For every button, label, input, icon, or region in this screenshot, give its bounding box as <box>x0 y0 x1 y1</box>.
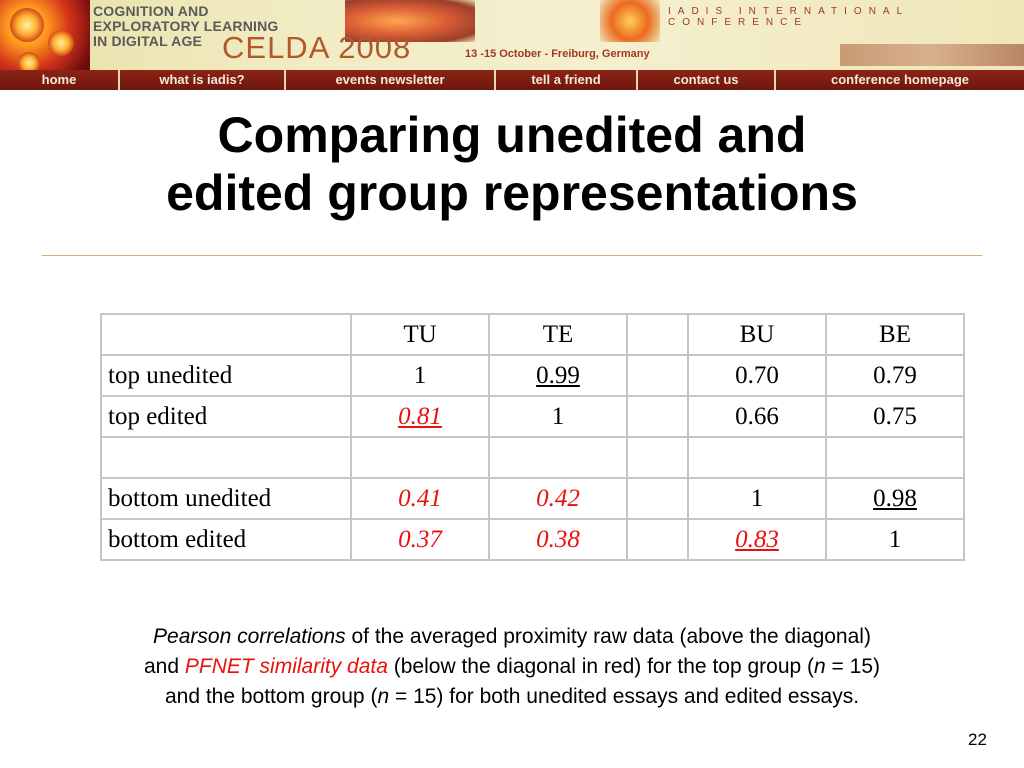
table-cell: 0.75 <box>825 395 965 438</box>
table-cell: 0.79 <box>825 354 965 397</box>
table-cell: 0.66 <box>687 395 827 438</box>
table-header-row: TU TE BU BE <box>100 313 965 356</box>
table-row: bottom unedited 0.41 0.42 1 0.98 <box>100 477 965 520</box>
table-cell: 0.98 <box>825 477 965 520</box>
table-cell <box>626 477 689 520</box>
title-divider <box>42 255 982 256</box>
nav-events-newsletter[interactable]: events newsletter <box>284 70 494 90</box>
table-cell <box>350 436 490 479</box>
nav-what-is-iadis[interactable]: what is iadis? <box>118 70 284 90</box>
table-cell: 0.37 <box>350 518 490 561</box>
celda-logo-text: CELDA 2008 <box>222 30 412 65</box>
caption-text: = 15) for both unedited essays and edite… <box>389 685 860 708</box>
caption-pfnet: PFNET similarity data <box>184 655 388 678</box>
row-label: top unedited <box>100 354 352 397</box>
table-cell: 1 <box>825 518 965 561</box>
header-cell <box>100 313 352 356</box>
fractal-logo <box>0 0 90 88</box>
header-cell <box>626 313 689 356</box>
table-row: bottom edited 0.37 0.38 0.83 1 <box>100 518 965 561</box>
table-cell: 0.38 <box>488 518 628 561</box>
table-caption: Pearson correlations of the averaged pro… <box>140 622 884 712</box>
table-row <box>100 436 965 479</box>
slide-title: Comparing unedited and edited group repr… <box>166 107 858 221</box>
row-label: bottom edited <box>100 518 352 561</box>
conference-name: COGNITION AND EXPLORATORY LEARNING IN DI… <box>93 3 279 49</box>
fractal-decoration <box>600 0 660 42</box>
table-cell: 0.83 <box>687 518 827 561</box>
table-cell: 0.70 <box>687 354 827 397</box>
header-cell: TU <box>350 313 490 356</box>
table-row: top edited 0.81 1 0.66 0.75 <box>100 395 965 438</box>
nav-conference-homepage[interactable]: conference homepage <box>774 70 1024 90</box>
header-cell: TE <box>488 313 628 356</box>
row-label <box>100 436 352 479</box>
table-cell <box>626 395 689 438</box>
row-label: bottom unedited <box>100 477 352 520</box>
table-cell: 0.41 <box>350 477 490 520</box>
table-cell: 0.81 <box>350 395 490 438</box>
table-cell: 1 <box>350 354 490 397</box>
table-cell: 1 <box>488 395 628 438</box>
table-cell <box>626 518 689 561</box>
table-cell <box>488 436 628 479</box>
conference-banner: COGNITION AND EXPLORATORY LEARNING IN DI… <box>0 0 1024 90</box>
caption-n: n <box>377 685 390 708</box>
table-cell: 1 <box>687 477 827 520</box>
caption-text: of the averaged proximity raw data (abov… <box>144 625 871 678</box>
table-cell: 0.99 <box>488 354 628 397</box>
header-cell: BU <box>687 313 827 356</box>
caption-pearson: Pearson correlations <box>153 625 346 648</box>
table-cell <box>626 354 689 397</box>
table-row: top unedited 1 0.99 0.70 0.79 <box>100 354 965 397</box>
nav-home[interactable]: home <box>41 72 77 87</box>
banner-decoration <box>840 44 1024 66</box>
caption-n: n <box>814 655 826 678</box>
nav-contact-us[interactable]: contact us <box>636 70 774 90</box>
row-label: top edited <box>100 395 352 438</box>
correlation-table: TU TE BU BE top unedited 1 0.99 0.70 0.7… <box>100 313 965 561</box>
table-cell: 0.42 <box>488 477 628 520</box>
header-cell: BE <box>825 313 965 356</box>
page-number: 22 <box>968 730 987 749</box>
nav-bar <box>0 70 1024 90</box>
table-cell <box>687 436 827 479</box>
caption-text: = 15) and the bottom group ( <box>164 655 880 708</box>
caption-text: (below the diagonal in red) for the top … <box>387 655 815 678</box>
nav-tell-a-friend[interactable]: tell a friend <box>494 70 636 90</box>
table-cell <box>626 436 689 479</box>
table-cell <box>825 436 965 479</box>
iadis-label: IADIS INTERNATIONAL CONFERENCE <box>668 6 909 28</box>
fractal-decoration <box>345 0 475 42</box>
conference-dates: 13 -15 October - Freiburg, Germany <box>465 48 650 60</box>
